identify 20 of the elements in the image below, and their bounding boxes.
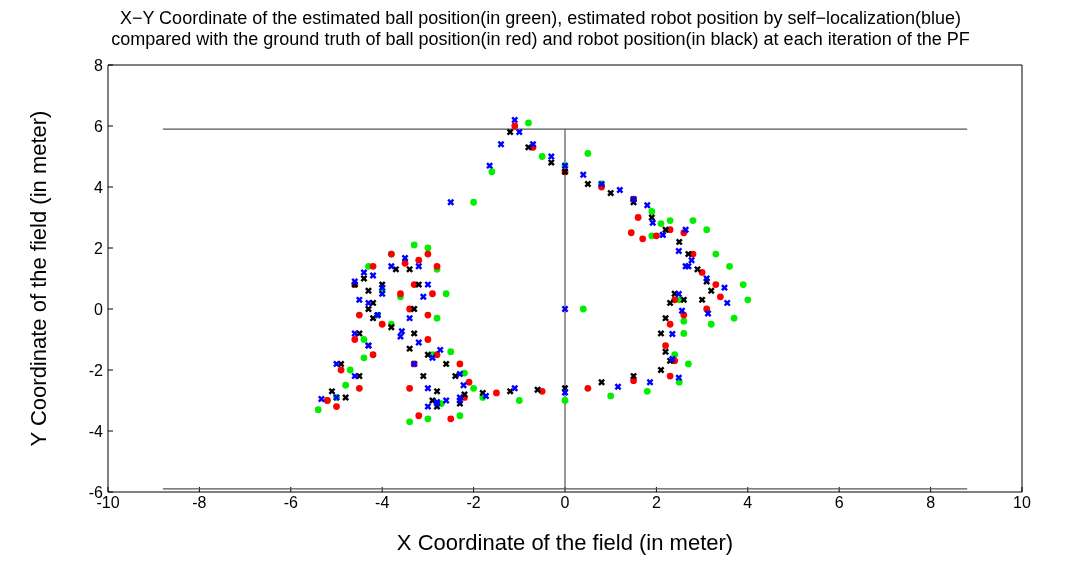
y-tick-label: 6 [94,117,104,135]
y-tick-label: 8 [94,56,104,74]
x-tick-label: 2 [651,494,661,512]
x-tick-label: 6 [834,494,844,512]
chart-title: X−Y Coordinate of the estimated ball position(in green), estimated robot position by self−localization(blue) compared with the ground truth of ball position(in red) and robot position(in black) at each iteration of the PF [110,8,971,51]
x-tick-label: -2 [466,494,481,512]
x-tick-label: -4 [375,494,390,512]
y-tick-label: 2 [94,239,104,257]
x-tick-label: 4 [743,494,753,512]
y-tick-label: 4 [94,178,104,196]
x-tick-label: -6 [283,494,299,512]
x-tick-label: 0 [560,494,570,512]
y-axis-title: Y Coordinate of the field (in meter) [25,110,51,447]
x-axis-title: X Coordinate of the field (in meter) [396,530,734,555]
x-tick-label: -8 [192,494,207,512]
x-tick-label: 10 [1013,494,1031,512]
y-tick-label: -4 [88,422,104,440]
y-tick-label: 0 [94,300,104,318]
x-tick-label: 8 [926,494,936,512]
y-tick-label: -2 [88,361,104,379]
